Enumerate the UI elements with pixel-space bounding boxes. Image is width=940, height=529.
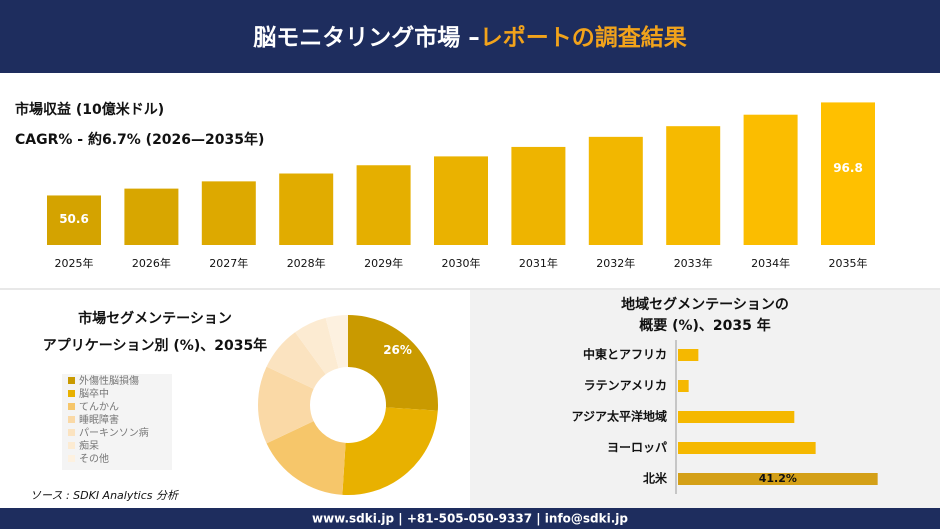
chart-subtitle: アプリケーション別 (%)、2035年 — [43, 337, 267, 354]
footer-band — [0, 508, 940, 529]
bar — [678, 349, 699, 361]
bar — [201, 181, 256, 245]
y-tick-label: 中東とアフリカ — [583, 347, 667, 362]
x-tick-label: 2031年 — [519, 256, 558, 270]
x-tick-label: 2035年 — [829, 256, 868, 270]
donut-slice — [266, 421, 346, 495]
legend-swatch — [68, 390, 75, 397]
footer: www.sdki.jp | +81-505-050-9337 | info@sd… — [312, 512, 628, 526]
header-title: 脳モニタリング市場 –レポートの調査結果 — [253, 24, 687, 51]
legend-label: その他 — [79, 452, 109, 465]
x-tick-label: 2026年 — [132, 256, 171, 270]
bar — [678, 411, 795, 423]
bar — [666, 126, 721, 245]
bar — [678, 380, 689, 392]
bar — [511, 146, 566, 245]
chart-title: 市場セグメンテーション — [78, 310, 232, 327]
donut-slice — [342, 407, 438, 496]
right-panel — [470, 290, 940, 508]
legend-swatch — [68, 377, 75, 384]
bar — [47, 195, 101, 245]
bar — [434, 156, 488, 245]
data-label: 26% — [383, 343, 412, 357]
header-band — [0, 0, 940, 73]
bar — [279, 173, 334, 245]
legend-label: 脳卒中 — [79, 387, 109, 400]
chart-subtitle: CAGR% - 約6.7% (2026—2035年) — [15, 131, 264, 148]
title-main: 脳モニタリング市場 – — [253, 24, 480, 51]
donut-slice — [325, 315, 348, 369]
title-highlight: レポートの調査結果 — [480, 24, 687, 51]
legend-label: てんかん — [79, 401, 119, 413]
donut-slice — [266, 332, 326, 389]
x-tick-label: 2025年 — [55, 256, 94, 270]
bar — [821, 102, 875, 246]
chart-title: 市場収益 (10億米ドル) — [15, 101, 164, 118]
legend-swatch — [68, 442, 75, 449]
chart-title: 地域セグメンテーションの — [621, 296, 789, 313]
bar — [678, 442, 816, 454]
x-tick-label: 2032年 — [596, 256, 635, 270]
data-label: 96.8 — [833, 161, 863, 175]
x-tick-label: 2029年 — [364, 256, 403, 270]
donut-slice — [348, 315, 438, 411]
legend-label: 睡眠障害 — [79, 413, 119, 426]
donut-slice — [257, 366, 314, 444]
x-tick-label: 2028年 — [287, 256, 326, 270]
bar — [743, 114, 798, 245]
legend-box — [62, 374, 172, 470]
bar — [678, 473, 878, 485]
donut-slice — [295, 317, 339, 375]
x-tick-label: 2027年 — [209, 256, 248, 270]
source: ソース : SDKI Analytics 分析 — [30, 489, 180, 502]
bar — [124, 188, 179, 245]
legend-swatch — [68, 403, 75, 410]
data-label: 41.2% — [759, 472, 797, 485]
y-tick-label: ラテンアメリカ — [584, 379, 667, 393]
legend-label: 外傷性脳損傷 — [79, 374, 139, 387]
legend-label: 痴呆 — [79, 439, 99, 452]
data-label: 50.6 — [59, 212, 89, 226]
legend-swatch — [68, 429, 75, 436]
legend-label: パーキンソン病 — [79, 426, 149, 439]
bar — [588, 136, 643, 245]
bar — [356, 165, 411, 245]
legend-swatch — [68, 455, 75, 462]
chart-subtitle: 概要 (%)、2035 年 — [639, 317, 771, 334]
x-tick-label: 2030年 — [442, 256, 481, 270]
legend-swatch — [68, 416, 75, 423]
y-tick-label: 北米 — [643, 471, 668, 486]
x-tick-label: 2034年 — [751, 256, 790, 270]
y-tick-label: アジア太平洋地域 — [571, 409, 667, 424]
x-tick-label: 2033年 — [674, 256, 713, 270]
y-tick-label: ヨーロッパ — [607, 441, 667, 455]
